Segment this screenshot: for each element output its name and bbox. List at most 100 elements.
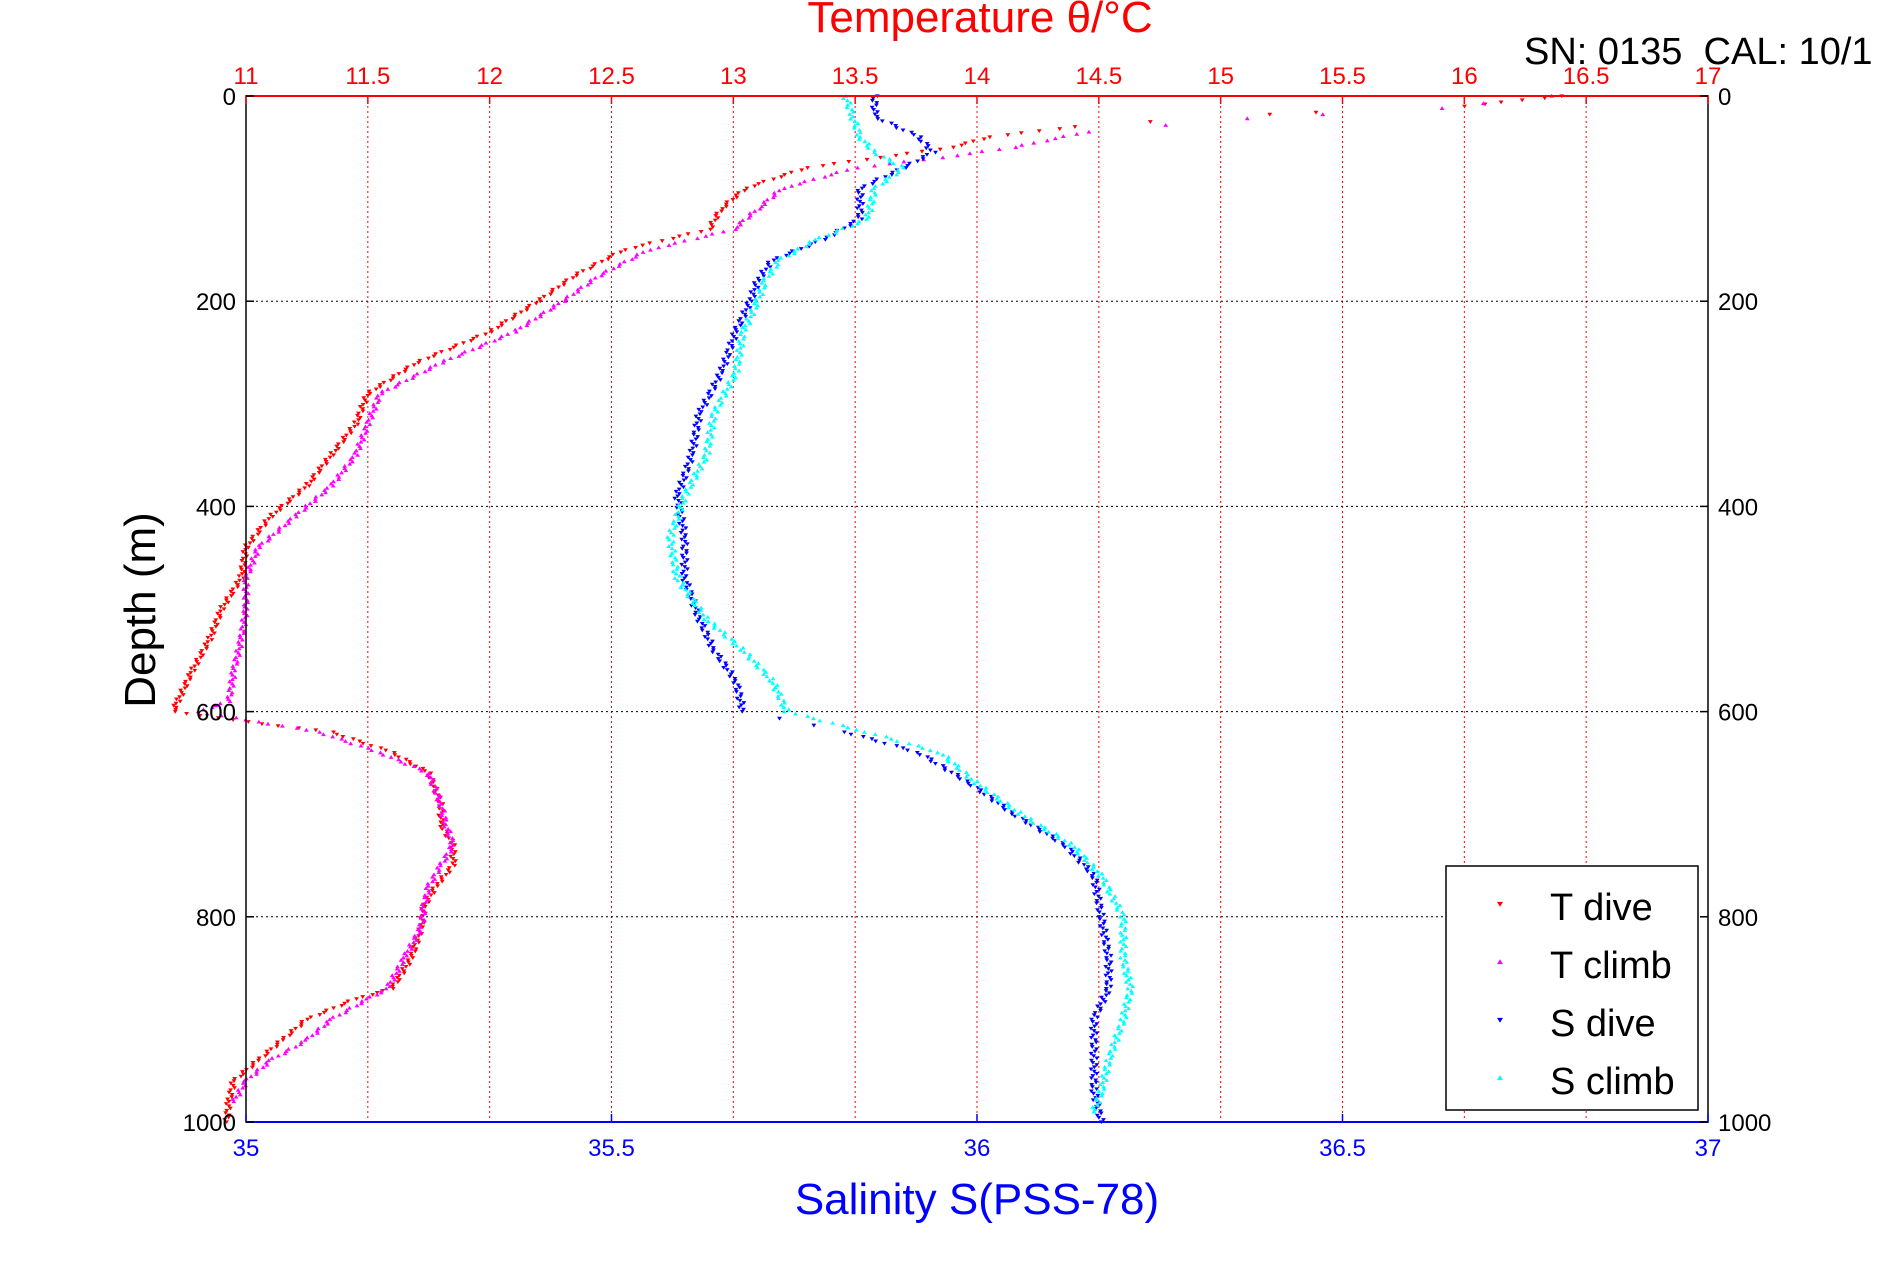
data-point	[434, 882, 440, 886]
data-point	[1091, 862, 1096, 867]
data-point	[691, 596, 696, 601]
data-point	[358, 439, 364, 444]
data-point	[1119, 921, 1124, 926]
data-point	[411, 363, 417, 368]
data-point	[289, 1031, 295, 1036]
data-point	[688, 457, 693, 462]
data-point	[925, 144, 931, 148]
data-point	[753, 296, 758, 301]
data-point	[957, 777, 963, 782]
data-point	[1091, 1069, 1097, 1074]
data-point	[1101, 1118, 1106, 1122]
data-point	[424, 773, 430, 778]
data-point	[215, 611, 220, 616]
data-point	[513, 329, 519, 334]
data-point	[1462, 104, 1467, 109]
data-point	[778, 255, 784, 260]
data-point	[1100, 926, 1106, 931]
data-point	[230, 666, 236, 671]
data-point	[748, 314, 754, 319]
data-point	[775, 689, 781, 694]
data-point	[235, 1087, 241, 1092]
data-point	[884, 179, 890, 184]
data-point	[209, 629, 215, 634]
data-point	[848, 116, 854, 121]
data-point	[868, 194, 874, 199]
data-point	[405, 958, 411, 963]
data-point	[713, 416, 718, 421]
data-point	[309, 1033, 315, 1038]
data-point	[370, 408, 376, 413]
data-point	[762, 285, 767, 290]
data-point	[742, 334, 747, 339]
data-point	[224, 1120, 229, 1125]
data-point	[729, 339, 735, 344]
data-point	[1093, 1078, 1099, 1083]
data-point	[296, 490, 302, 495]
data-point	[377, 383, 383, 387]
data-point	[771, 195, 776, 200]
data-point	[1102, 949, 1108, 954]
data-point	[229, 1095, 235, 1100]
data-point	[495, 325, 501, 330]
data-point	[894, 739, 900, 743]
data-point	[1108, 960, 1114, 965]
data-point	[337, 1012, 343, 1017]
data-point	[1097, 1082, 1103, 1087]
data-point	[317, 1013, 323, 1017]
data-point	[364, 419, 370, 424]
data-point	[674, 523, 679, 528]
data-point	[241, 631, 247, 635]
data-point	[1103, 935, 1109, 940]
data-point	[408, 953, 414, 958]
data-point	[687, 589, 693, 594]
data-point	[765, 263, 771, 267]
data-point	[853, 727, 859, 732]
data-point	[302, 486, 308, 491]
data-point	[422, 892, 428, 897]
data-point	[358, 446, 363, 451]
data-point	[955, 153, 960, 158]
data-point	[748, 310, 754, 314]
top-tick-label: 12	[476, 63, 503, 90]
data-point	[867, 197, 873, 202]
data-point	[518, 325, 523, 330]
data-point	[895, 167, 901, 172]
data-point	[736, 368, 742, 373]
data-point	[524, 306, 530, 310]
data-point	[296, 510, 301, 514]
data-point	[225, 600, 231, 605]
data-point	[1121, 971, 1127, 975]
data-point	[262, 519, 267, 524]
data-point	[1107, 885, 1112, 889]
data-point	[204, 646, 210, 651]
data-point	[360, 741, 366, 746]
data-point	[450, 856, 456, 861]
data-point	[676, 492, 682, 497]
data-point	[711, 625, 717, 630]
data-point	[443, 817, 449, 822]
data-point	[1090, 1074, 1096, 1078]
data-point	[204, 644, 210, 649]
data-point	[752, 294, 758, 299]
data-point	[426, 890, 432, 895]
data-point	[1094, 890, 1100, 894]
data-point	[747, 652, 753, 657]
data-point	[252, 560, 257, 565]
data-point	[720, 389, 726, 393]
data-point	[687, 480, 693, 485]
data-point	[901, 159, 907, 164]
data-point	[855, 165, 860, 170]
data-point	[1095, 1093, 1101, 1098]
data-point	[914, 750, 920, 755]
data-point	[499, 321, 504, 326]
data-point	[817, 718, 823, 723]
data-point	[479, 343, 484, 347]
data-point	[448, 854, 454, 859]
data-point	[748, 290, 754, 295]
data-point	[387, 984, 393, 989]
data-point	[695, 468, 700, 473]
data-point	[751, 658, 757, 663]
data-point	[870, 98, 875, 103]
data-point	[280, 723, 285, 728]
